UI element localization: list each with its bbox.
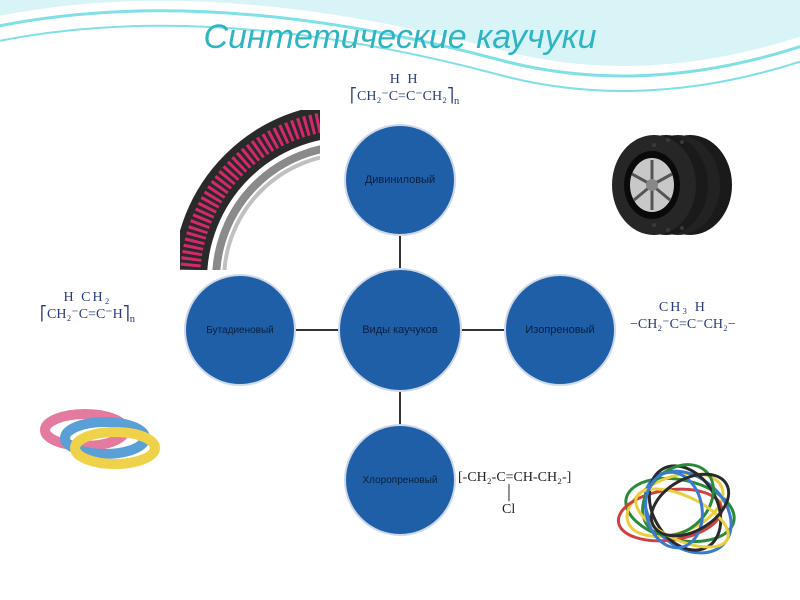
node-top: Дивиниловый xyxy=(344,124,456,236)
formula-chloroprene-branch: Cl xyxy=(502,502,571,518)
formula-divinyl-l2: ⎡CH₂⁻C=C⁻CH₂⎤ xyxy=(350,89,454,104)
node-top-label: Дивиниловый xyxy=(365,174,435,186)
node-right-label: Изопреновый xyxy=(525,324,594,336)
node-center: Виды каучуков xyxy=(338,268,462,392)
rubber-bands-image xyxy=(610,450,750,560)
formula-divinyl: H H ⎡CH₂⁻C=C⁻CH₂⎤n xyxy=(350,72,459,107)
node-bottom: Хлоропреновый xyxy=(344,424,456,536)
formula-butadiene: H CH₂ ⎡CH₂⁻C=C⁻H⎤n xyxy=(40,290,135,325)
node-left-label: Бутадиеновый xyxy=(206,325,274,336)
formula-isoprene-l1: CH₃ H xyxy=(659,300,707,315)
formula-butadiene-l2: ⎡CH₂⁻C=C⁻H⎤ xyxy=(40,307,130,322)
formula-isoprene: CH₃ H −CH₂⁻C=C⁻CH₂− xyxy=(630,300,736,333)
formula-chloroprene-main: [-CH₂-C=CH-CH₂-] xyxy=(458,470,571,486)
node-center-label: Виды каучуков xyxy=(362,324,438,336)
formula-butadiene-l1: H CH₂ xyxy=(64,290,112,305)
formula-divinyl-l1: H H xyxy=(390,72,420,87)
formula-butadiene-sub: n xyxy=(130,314,135,325)
node-bottom-label: Хлоропреновый xyxy=(362,475,437,486)
formula-chloroprene: [-CH₂-C=CH-CH₂-] │ Cl xyxy=(458,470,571,518)
formula-divinyl-sub: n xyxy=(454,96,459,107)
bicycle-tire-image xyxy=(180,110,320,270)
node-right: Изопреновый xyxy=(504,274,616,386)
formula-isoprene-l2: −CH₂⁻C=C⁻CH₂− xyxy=(630,317,736,332)
silicone-bracelets-image xyxy=(40,400,160,470)
page-title: Синтетические каучуки xyxy=(0,18,800,57)
car-wheel-stack-image xyxy=(600,130,740,240)
node-left: Бутадиеновый xyxy=(184,274,296,386)
